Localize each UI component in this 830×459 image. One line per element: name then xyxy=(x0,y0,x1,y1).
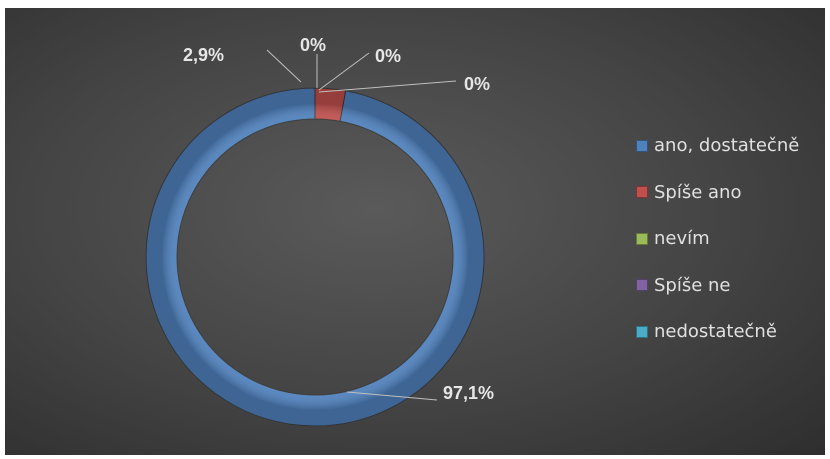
leader-line-ano-dostatecne xyxy=(346,391,438,401)
legend-swatch xyxy=(636,232,648,245)
legend-swatch xyxy=(636,325,648,338)
leader-line-spise-ano xyxy=(266,49,302,83)
data-label-nevim: 0% xyxy=(300,35,326,55)
legend-item-nevim: nevím xyxy=(636,227,799,250)
legend: ano, dostatečně Spíše ano nevím Spíše ne ned… xyxy=(636,134,799,367)
ring-shade xyxy=(146,88,484,426)
legend-label: Spíše ne xyxy=(654,274,731,296)
legend-swatch xyxy=(636,139,648,152)
leader-line-nedostatecne xyxy=(318,80,457,93)
leader-lines xyxy=(266,49,457,401)
data-label-ano-dostatecne: 97,1% xyxy=(443,383,494,403)
data-label-nedostatecne: 0% xyxy=(464,74,490,94)
doughnut-chart: 97,1% 2,9% 0% 0% 0% xyxy=(145,35,494,427)
chart-area: 97,1% 2,9% 0% 0% 0% ano, dostatečně Spíše ano… xyxy=(5,8,825,455)
legend-swatch xyxy=(636,186,648,198)
legend-label: Spíše ano xyxy=(654,181,742,203)
leader-line-spise-ne xyxy=(318,52,370,91)
legend-label: ano, dostatečně xyxy=(654,135,800,156)
legend-item-nedostatecne: nedostatečně xyxy=(636,320,799,343)
legend-item-spise-ne: Spíše ne xyxy=(636,274,799,297)
legend-label: nevím xyxy=(654,228,710,249)
data-label-spise-ne: 0% xyxy=(375,46,401,66)
data-labels: 97,1% 2,9% 0% 0% 0% xyxy=(183,35,494,403)
legend-item-ano-dostatecne: ano, dostatečně xyxy=(636,134,799,157)
legend-label: nedostatečně xyxy=(654,321,777,342)
legend-item-spise-ano: Spíše ano xyxy=(636,181,799,204)
data-label-spise-ano: 2,9% xyxy=(183,45,224,65)
legend-swatch xyxy=(636,279,648,291)
